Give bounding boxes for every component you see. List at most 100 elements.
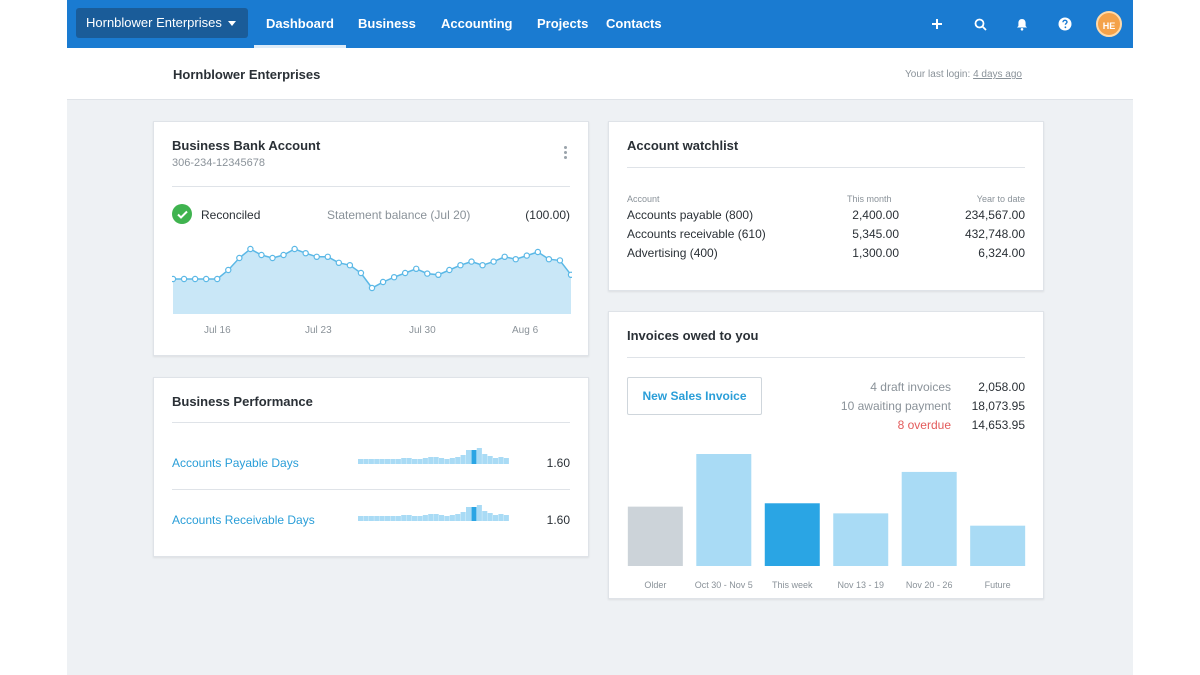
spark-bar (433, 457, 439, 464)
draft-invoices-label[interactable]: 4 draft invoices (870, 380, 951, 394)
balance-point (468, 258, 475, 265)
balance-point (225, 266, 232, 274)
spark-bar (482, 511, 488, 521)
bank-account-card: Business Bank Account 306-234-12345678 R… (153, 121, 589, 356)
balance-trend-chart (172, 245, 572, 314)
bank-account-number: 306-234-12345678 (172, 157, 265, 169)
invoice-bar-label: Nov 13 - 19 (837, 580, 884, 590)
spark-bar (422, 515, 428, 521)
divider (627, 167, 1025, 168)
spark-bar (455, 514, 461, 521)
spark-bar (385, 516, 391, 521)
balance-point (534, 248, 542, 256)
nav-accounting[interactable]: Accounting (441, 16, 513, 31)
awaiting-payment-label[interactable]: 10 awaiting payment (840, 399, 951, 413)
accounts-receivable-days-value: 1.60 (546, 513, 570, 527)
balance-point (247, 245, 254, 253)
balance-point (413, 265, 420, 273)
top-navigation: Hornblower Enterprises Dashboard Busines… (67, 0, 1133, 48)
balance-point (202, 275, 210, 283)
overdue-value: 14,653.95 (971, 418, 1025, 432)
payable-days-sparkbar (358, 448, 509, 464)
spark-bar (460, 512, 466, 521)
spark-bar (374, 459, 380, 464)
balance-point (379, 278, 387, 286)
caret-down-icon (227, 21, 236, 27)
nav-business[interactable]: Business (358, 16, 416, 31)
nav-dashboard[interactable]: Dashboard (254, 0, 346, 48)
balance-point (172, 275, 177, 283)
spark-bar (466, 450, 472, 464)
balance-point (501, 253, 508, 260)
watchlist-account[interactable]: Accounts receivable (610) (627, 227, 766, 241)
spark-bar (379, 516, 385, 521)
overdue-label[interactable]: 8 overdue (897, 418, 951, 432)
spark-bar (498, 457, 504, 464)
spark-bar (368, 459, 374, 464)
spark-bar (390, 516, 396, 521)
balance-point (435, 271, 442, 279)
watchlist-ytd: 6,324.00 (978, 246, 1025, 260)
more-options-icon[interactable] (564, 146, 568, 160)
balance-point (269, 254, 276, 262)
plus-icon[interactable] (927, 14, 947, 34)
new-sales-invoice-button[interactable]: New Sales Invoice (627, 377, 762, 415)
spark-bar (498, 514, 504, 521)
balance-point (523, 252, 530, 259)
balance-point (490, 258, 497, 265)
watchlist-header-ytd: Year to date (976, 194, 1025, 204)
spark-bar (444, 459, 450, 464)
invoices-card-title: Invoices owed to you (627, 328, 759, 343)
spark-bar (487, 456, 493, 464)
spark-bar (428, 514, 434, 521)
watchlist-account[interactable]: Advertising (400) (627, 246, 718, 260)
divider (172, 186, 570, 187)
watchlist-month: 1,300.00 (852, 246, 899, 260)
spark-bar (412, 459, 418, 464)
spark-bar (385, 459, 391, 464)
nav-contacts[interactable]: Contacts (606, 16, 662, 31)
accounts-payable-days-link[interactable]: Accounts Payable Days (172, 456, 299, 470)
reconciled-status: Reconciled (201, 208, 261, 222)
accounts-receivable-days-link[interactable]: Accounts Receivable Days (172, 513, 315, 527)
watchlist-header-month: This month (847, 194, 892, 204)
balance-point (280, 251, 287, 259)
check-circle-icon (172, 204, 192, 224)
invoice-bar-label: Future (985, 580, 1011, 590)
help-icon[interactable] (1055, 14, 1075, 34)
org-switcher[interactable]: Hornblower Enterprises (76, 8, 248, 38)
bank-card-title[interactable]: Business Bank Account (172, 138, 321, 153)
invoice-bar-label: Nov 20 - 26 (906, 580, 953, 590)
watchlist-month: 5,345.00 (852, 227, 899, 241)
avatar[interactable]: HE (1096, 11, 1122, 37)
balance-point (457, 262, 464, 269)
watchlist-account[interactable]: Accounts payable (800) (627, 208, 754, 222)
nav-projects[interactable]: Projects (537, 16, 589, 31)
spark-bar (417, 516, 423, 521)
spark-bar (487, 513, 493, 521)
invoice-bar-label: Older (644, 580, 666, 590)
account-watchlist-card: Account watchlist Account This month Yea… (608, 121, 1044, 291)
business-performance-card: Business Performance Accounts Payable Da… (153, 377, 589, 557)
bell-icon[interactable] (1012, 14, 1032, 34)
balance-point (258, 251, 265, 259)
balance-point (567, 271, 572, 278)
invoice-bar (627, 506, 683, 566)
performance-card-title: Business Performance (172, 394, 313, 409)
spark-bar (363, 459, 369, 464)
balance-point (545, 256, 553, 263)
search-icon[interactable] (970, 14, 990, 34)
balance-point (324, 253, 331, 260)
spark-bar (460, 455, 466, 464)
last-login-link[interactable]: 4 days ago (973, 69, 1022, 80)
spark-bar (368, 516, 374, 521)
last-login: Your last login: 4 days ago (905, 69, 1022, 80)
spark-bar (493, 515, 499, 521)
spark-bar (395, 459, 401, 464)
spark-bar (390, 459, 396, 464)
statement-balance-value: (100.00) (525, 208, 570, 222)
spark-bar (471, 507, 477, 521)
watchlist-month: 2,400.00 (852, 208, 899, 222)
awaiting-payment-value: 18,073.95 (971, 399, 1025, 413)
page-header: Hornblower Enterprises Your last login: … (67, 48, 1133, 100)
